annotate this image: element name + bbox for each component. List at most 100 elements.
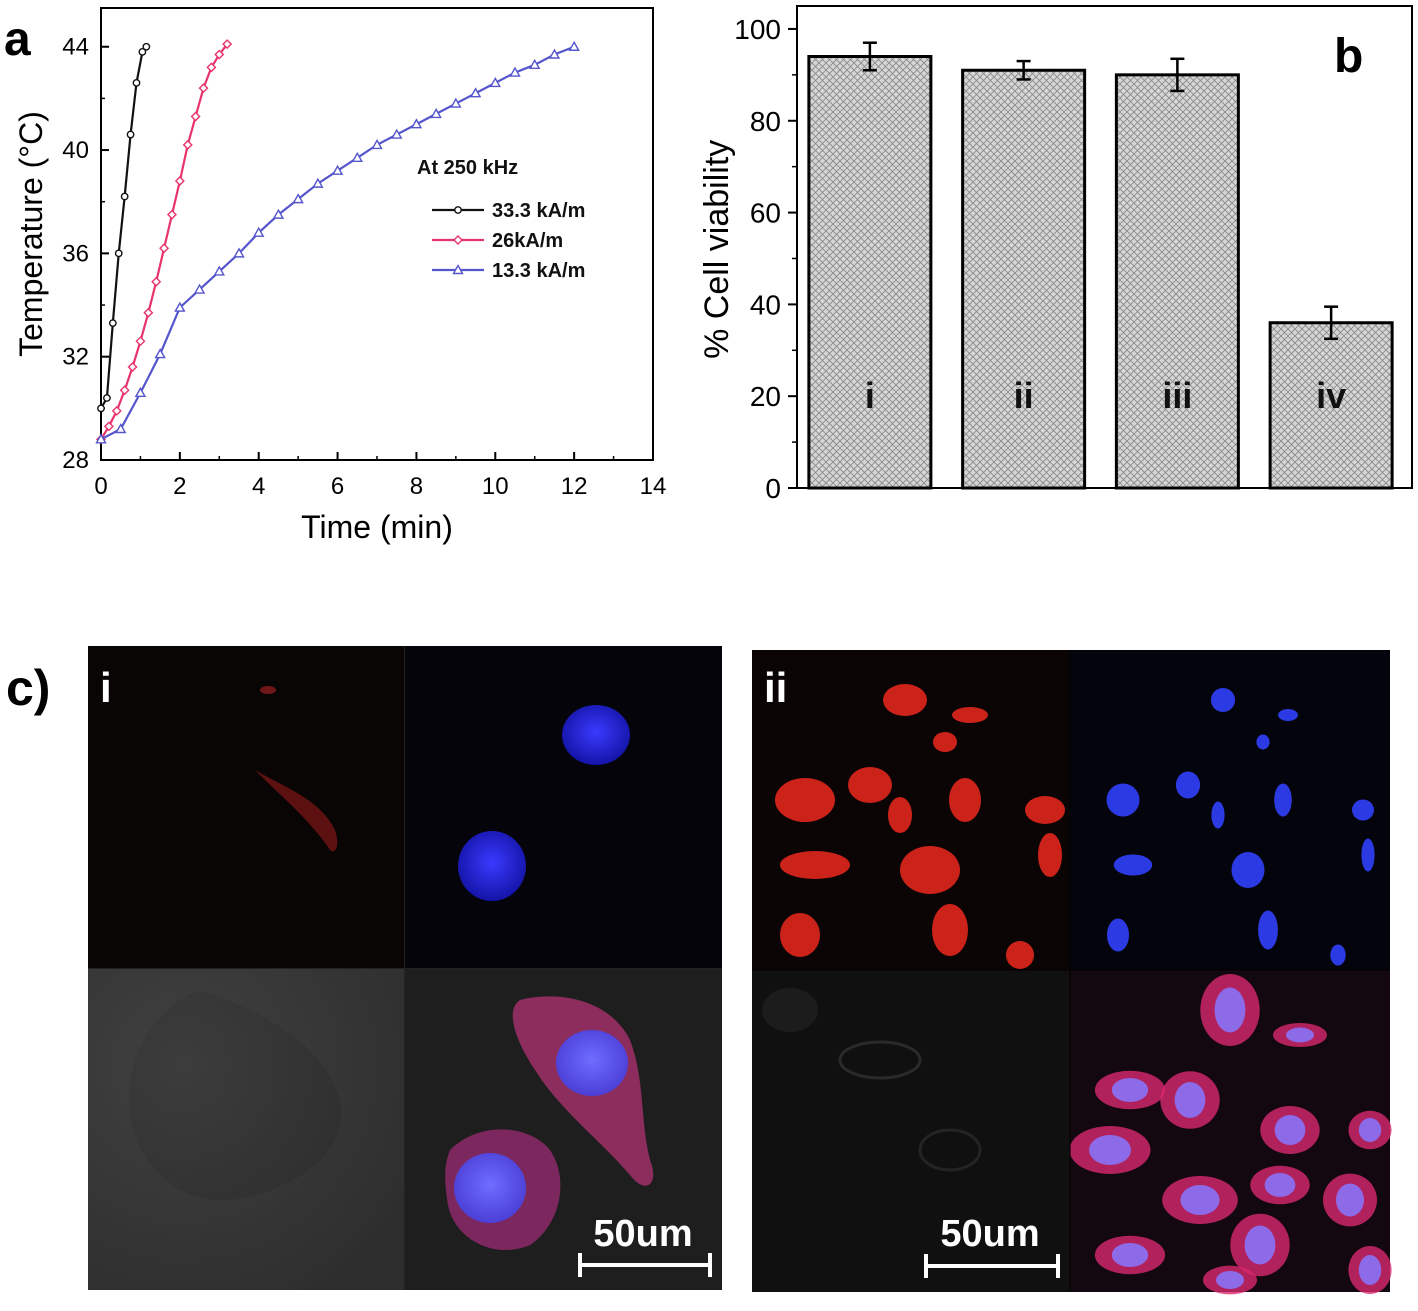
blue-nucleus bbox=[1211, 801, 1225, 829]
blue-nucleus bbox=[1231, 852, 1265, 888]
series-2 bbox=[95, 40, 580, 444]
merged-nucleus bbox=[1174, 1082, 1206, 1118]
data-point bbox=[114, 249, 123, 258]
data-point bbox=[198, 83, 209, 94]
data-point bbox=[430, 107, 442, 119]
red-cell bbox=[1006, 941, 1034, 969]
merged-nucleus bbox=[1358, 1255, 1382, 1285]
x-tick-label: 4 bbox=[252, 473, 265, 500]
y-axis-label: % Cell viability bbox=[698, 140, 736, 359]
red-cell bbox=[900, 846, 960, 894]
x-axis-label: Time (min) bbox=[301, 509, 453, 545]
blue-nucleus bbox=[1113, 854, 1153, 876]
x-tick-label: 8 bbox=[410, 473, 423, 500]
data-point bbox=[103, 421, 114, 432]
data-point bbox=[134, 386, 147, 398]
legend-marker bbox=[453, 235, 463, 245]
series-1 bbox=[96, 39, 233, 445]
bar-label: ii bbox=[1014, 375, 1034, 416]
data-point bbox=[108, 319, 117, 328]
plot-frame bbox=[100, 7, 654, 461]
micrograph-group-i: i 50um bbox=[88, 646, 722, 1290]
data-point bbox=[174, 176, 185, 187]
blue-nucleus bbox=[1175, 771, 1201, 799]
micrograph-ii-blue-channel bbox=[1070, 650, 1390, 970]
data-point bbox=[111, 405, 122, 416]
blue-nucleus bbox=[1361, 838, 1375, 872]
data-point bbox=[568, 40, 580, 51]
blue-nucleus bbox=[1258, 910, 1278, 950]
bar-label: iii bbox=[1162, 375, 1192, 416]
data-point bbox=[97, 404, 105, 413]
data-point bbox=[95, 433, 107, 444]
x-tick-label: 10 bbox=[482, 473, 509, 500]
data-point bbox=[143, 307, 154, 318]
red-cell bbox=[952, 707, 988, 723]
red-cell bbox=[888, 797, 912, 833]
y-tick-label: 28 bbox=[62, 447, 89, 474]
data-point bbox=[127, 362, 138, 373]
data-point bbox=[548, 48, 561, 59]
x-tick-label: 6 bbox=[331, 473, 344, 500]
micrograph-i-blue-channel bbox=[405, 646, 722, 968]
y-tick-label: 44 bbox=[62, 34, 89, 61]
merged-nucleus bbox=[1180, 1185, 1220, 1215]
data-point bbox=[529, 58, 541, 70]
data-point bbox=[253, 226, 265, 237]
micrograph-i-label: i bbox=[100, 664, 112, 711]
panel-a: a 0 2 4 6 8 10 12 14 28 32 36 40 44 Time (min) Tempera… bbox=[4, 7, 667, 545]
y-tick-label: 80 bbox=[750, 106, 781, 137]
micrograph-group-ii: ii 50um bbox=[752, 650, 1392, 1295]
micrograph-ii-merged bbox=[1069, 970, 1392, 1295]
y-tick-label: 40 bbox=[750, 289, 781, 320]
merged-nucleus bbox=[1244, 1225, 1276, 1265]
blue-nucleus bbox=[1352, 799, 1374, 821]
data-point bbox=[233, 247, 245, 258]
data-point bbox=[469, 87, 482, 98]
data-point bbox=[371, 138, 383, 150]
series-0 bbox=[97, 42, 151, 413]
red-cell bbox=[949, 778, 981, 822]
x-tick-label: 14 bbox=[640, 473, 667, 500]
y-tick-label: 32 bbox=[62, 344, 89, 371]
legend-marker bbox=[452, 264, 464, 275]
micrograph-i-red-channel bbox=[88, 646, 404, 968]
micrograph-i-brightfield bbox=[88, 968, 404, 1290]
data-point bbox=[154, 348, 166, 359]
scale-bar-ii: 50um bbox=[924, 1213, 1060, 1278]
merged-nucleus bbox=[1216, 1271, 1244, 1289]
merged-nucleus bbox=[1274, 1115, 1306, 1145]
x-tick-label: 12 bbox=[561, 473, 588, 500]
data-point bbox=[166, 209, 177, 220]
data-point bbox=[292, 193, 304, 204]
blue-nucleus bbox=[1107, 918, 1129, 952]
legend-entry: 26kA/m bbox=[492, 230, 563, 252]
data-point bbox=[489, 76, 501, 88]
bar-label: i bbox=[865, 375, 875, 416]
scale-bar-ii-label: 50um bbox=[940, 1213, 1039, 1255]
panel-a-label: a bbox=[4, 13, 31, 66]
data-point bbox=[331, 164, 344, 175]
red-cell bbox=[933, 732, 957, 752]
data-point bbox=[115, 423, 127, 434]
data-point bbox=[214, 49, 225, 60]
data-point bbox=[159, 243, 170, 254]
panel-c-label: c) bbox=[6, 660, 50, 716]
data-point bbox=[182, 139, 193, 150]
legend-marker bbox=[454, 206, 462, 214]
y-tick-label: 60 bbox=[750, 198, 781, 229]
red-cell bbox=[775, 778, 835, 822]
data-point bbox=[120, 192, 129, 201]
red-cell bbox=[780, 851, 850, 879]
red-cell bbox=[883, 684, 927, 716]
merged-nucleus bbox=[1358, 1118, 1382, 1142]
data-point bbox=[272, 208, 285, 219]
data-point bbox=[190, 111, 201, 122]
y-tick-label: 0 bbox=[765, 473, 781, 504]
red-cell bbox=[848, 767, 892, 803]
data-point bbox=[135, 336, 146, 347]
merged-nucleus bbox=[1089, 1135, 1131, 1165]
